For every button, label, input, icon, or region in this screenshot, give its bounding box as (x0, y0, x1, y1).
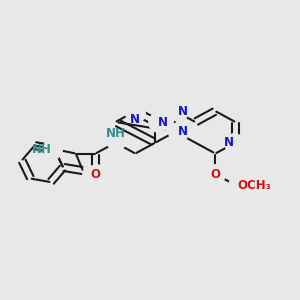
Text: O: O (91, 168, 100, 181)
Text: O: O (210, 168, 220, 181)
Text: N: N (224, 136, 234, 149)
Text: N: N (178, 125, 188, 138)
Text: N: N (178, 105, 188, 118)
Text: OCH₃: OCH₃ (238, 178, 272, 191)
Text: N: N (158, 116, 168, 128)
Text: NH: NH (106, 127, 125, 140)
Text: N: N (130, 113, 140, 127)
Text: NH: NH (32, 142, 52, 156)
